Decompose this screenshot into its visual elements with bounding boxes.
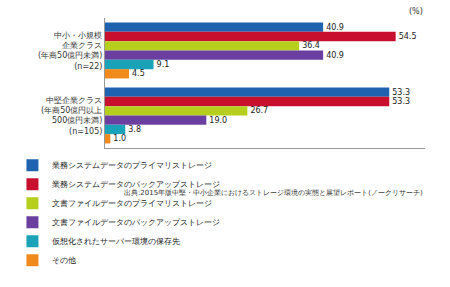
svg-text:1.0: 1.0: [113, 134, 126, 143]
svg-text:54.5: 54.5: [399, 32, 417, 41]
svg-text:40.9: 40.9: [326, 51, 344, 60]
svg-text:出典:2015年版中堅・中小企業におけるストレージ環境の実態: 出典:2015年版中堅・中小企業におけるストレージ環境の実態と展望レポート(ノー…: [124, 189, 423, 197]
svg-text:(%): (%): [409, 7, 423, 16]
svg-text:文書ファイルデータのプライマリストレージ: 文書ファイルデータのプライマリストレージ: [52, 199, 212, 208]
svg-text:その他: その他: [52, 256, 76, 265]
svg-text:仮想化されたサーバー環境の保存先: 仮想化されたサーバー環境の保存先: [52, 237, 180, 246]
svg-text:3.8: 3.8: [128, 125, 141, 134]
svg-text:業務システムデータのバックアップストレージ: 業務システムデータのバックアップストレージ: [52, 180, 220, 189]
svg-text:53.3: 53.3: [392, 97, 410, 106]
svg-text:19.0: 19.0: [209, 116, 227, 125]
svg-text:53.3: 53.3: [392, 88, 410, 97]
svg-text:36.4: 36.4: [302, 41, 320, 50]
svg-text:4.5: 4.5: [132, 69, 145, 78]
svg-text:業務システムデータのプライマリストレージ: 業務システムデータのプライマリストレージ: [52, 161, 212, 170]
svg-text:40.9: 40.9: [326, 23, 344, 32]
svg-text:文書ファイルデータのバックアップストレージ: 文書ファイルデータのバックアップストレージ: [52, 218, 220, 227]
svg-text:26.7: 26.7: [250, 106, 268, 115]
svg-text:9.1: 9.1: [157, 60, 170, 69]
svg-text:中小・小規模企業クラス(年商50億円未満)(n=22): 中小・小規模企業クラス(年商50億円未満)(n=22): [38, 31, 102, 71]
svg-text:中堅企業クラス(年商50億円以上500億円未満)(n=105: 中堅企業クラス(年商50億円以上500億円未満)(n=105): [41, 96, 102, 136]
